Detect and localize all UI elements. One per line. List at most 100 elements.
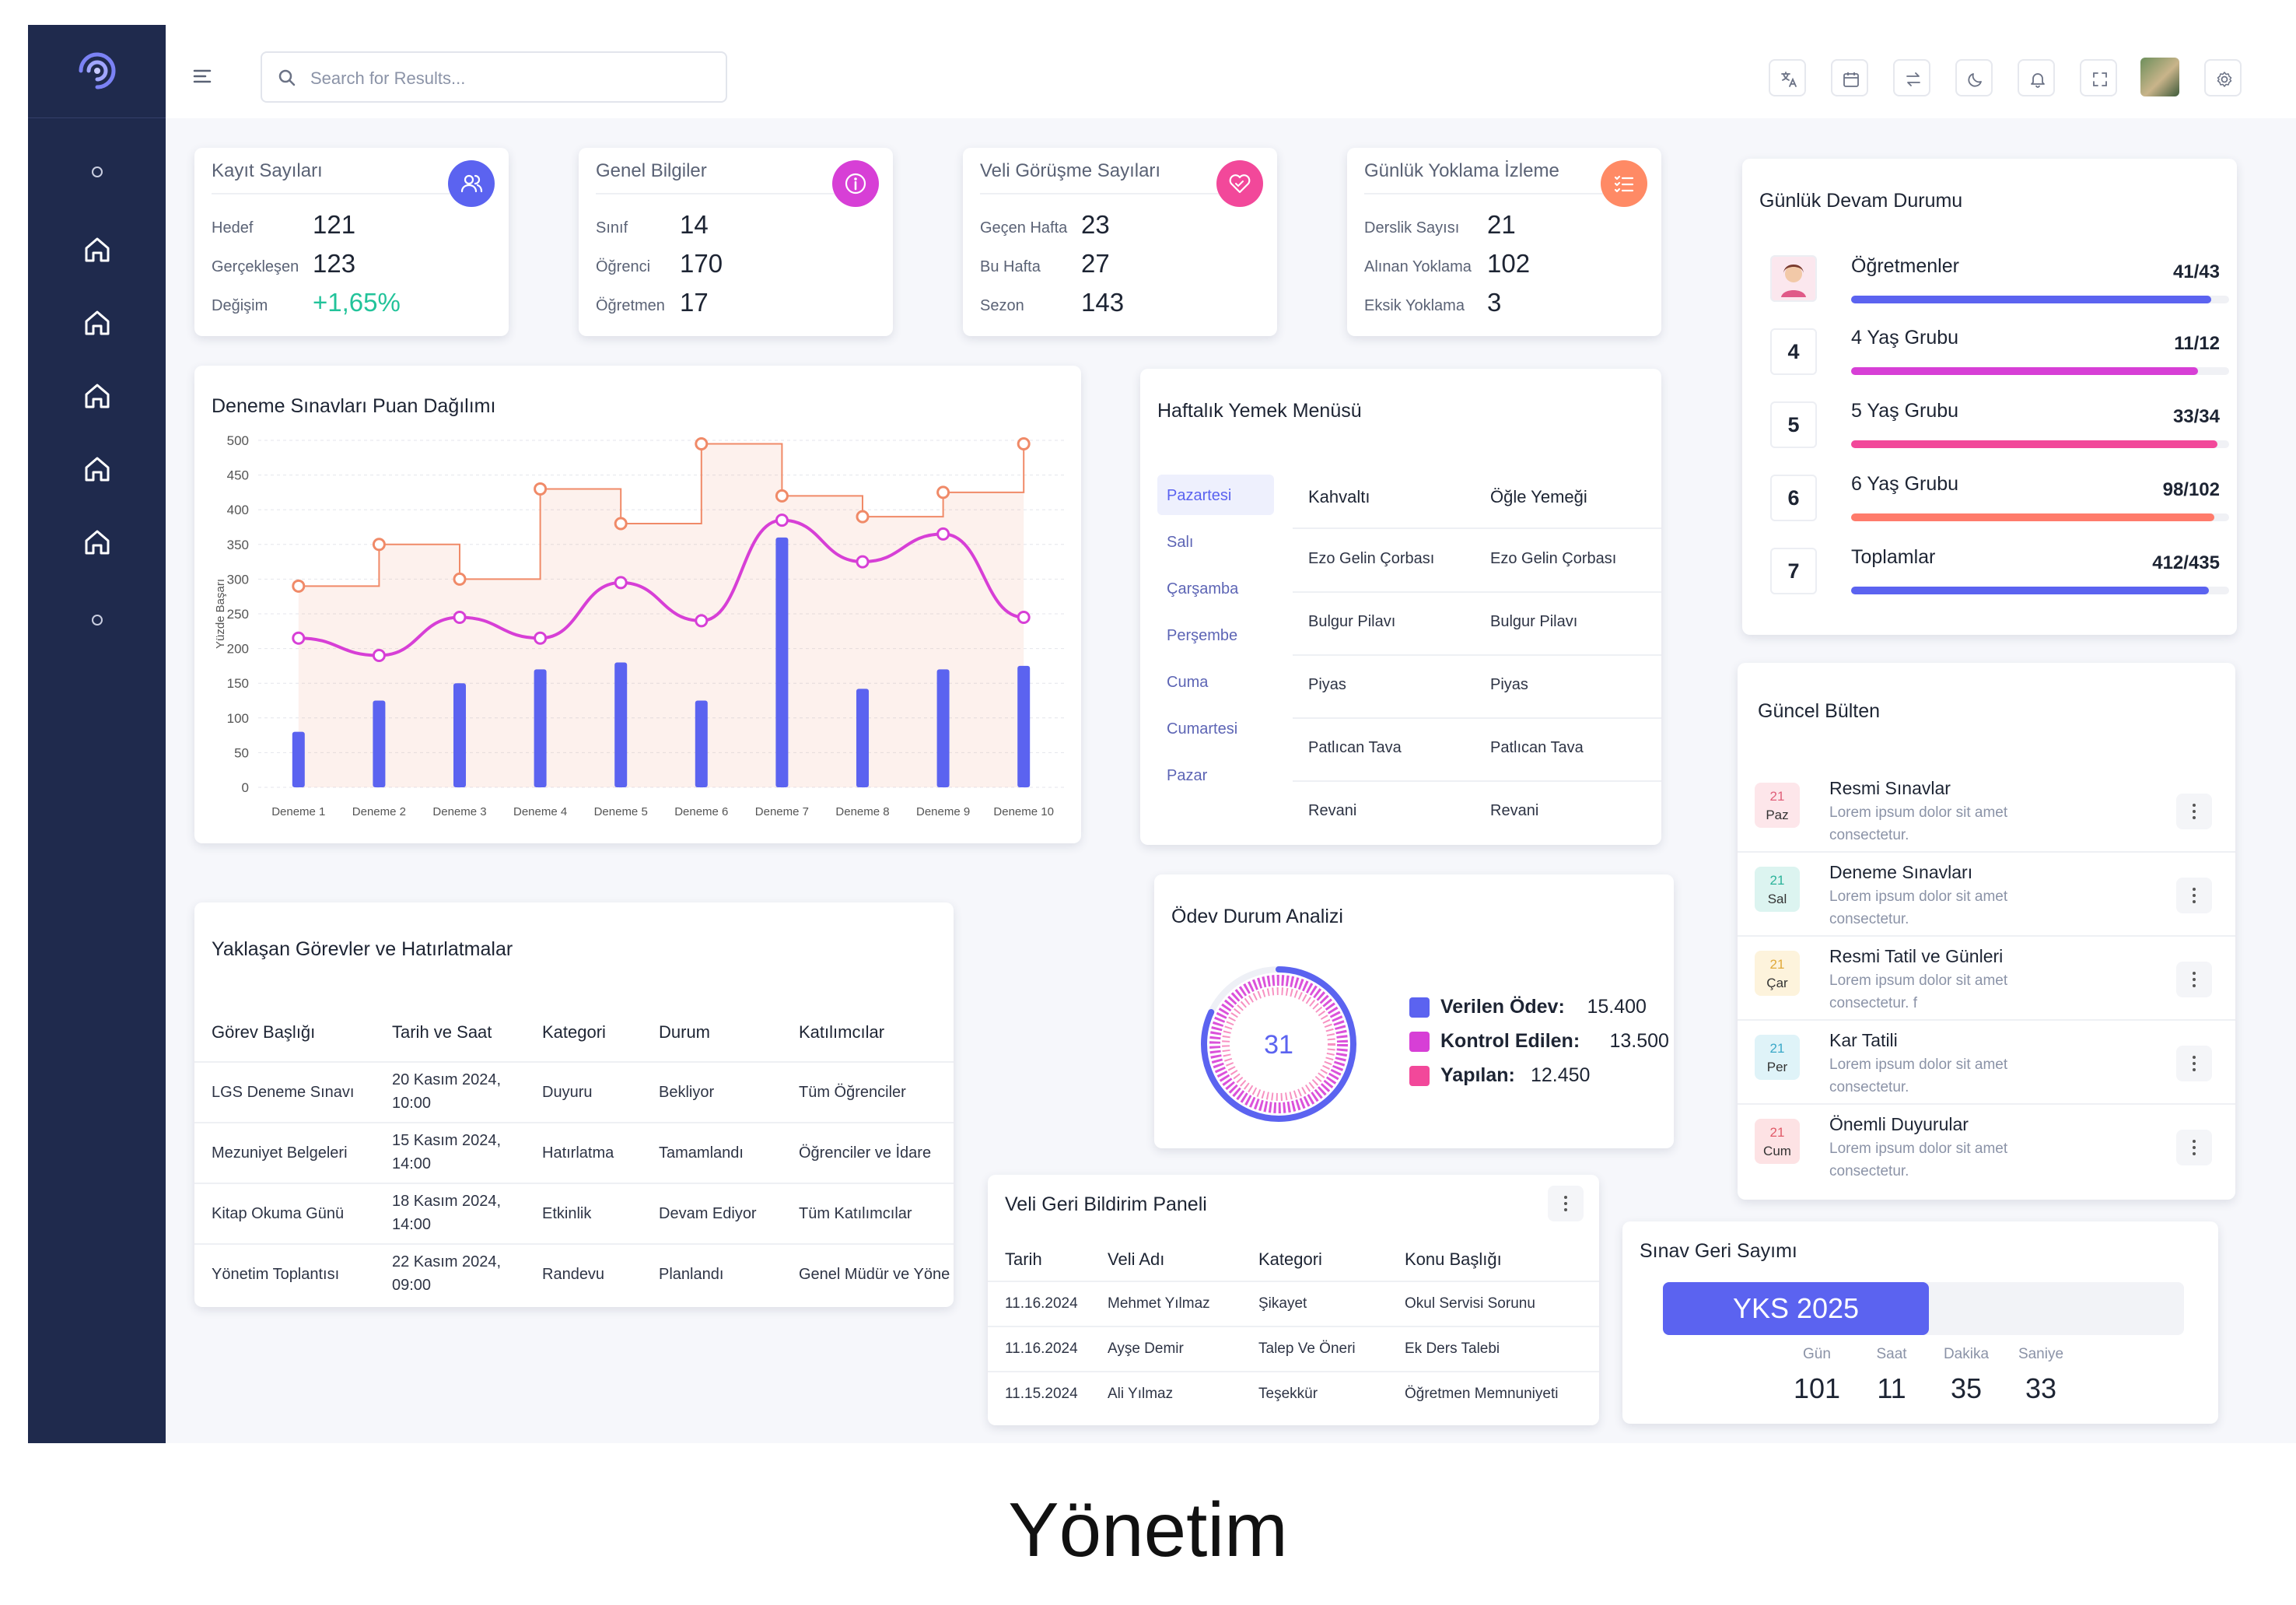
- attendance-group-name: 6 Yaş Grubu: [1851, 473, 1959, 495]
- stat-value: 102: [1487, 249, 1531, 278]
- day-tab-saturday[interactable]: Cumartesi: [1167, 720, 1238, 738]
- countdown-unit-value: 35: [1950, 1372, 1983, 1404]
- stat-value: 170: [680, 249, 723, 278]
- search-box[interactable]: Search for Results...: [261, 51, 727, 103]
- parent-feedback-card: Veli Geri Bildirim Paneli Tarih Veli Adı…: [988, 1175, 1599, 1425]
- bulletin-more-button[interactable]: [2176, 794, 2212, 829]
- attendance-bar: [1851, 513, 2229, 521]
- task-title: Mezuniyet Belgeleri: [212, 1144, 348, 1162]
- bulletin-item[interactable]: 21 Sal Deneme Sınavları Lorem ipsum dolor s…: [1738, 854, 2235, 937]
- bulletin-item-title: Önemli Duyurular: [1829, 1114, 1969, 1134]
- countdown-unit-label: Dakika: [1943, 1346, 1990, 1362]
- table-row[interactable]: Kitap Okuma Günü 18 Kasım 2024, 14:00 Etkin…: [194, 1184, 954, 1245]
- divider: [1293, 527, 1661, 529]
- fullscreen-button[interactable]: [2080, 59, 2117, 96]
- bulletin-item[interactable]: 21 Cum Önemli Duyurular Lorem ipsum dolor s…: [1738, 1106, 2235, 1189]
- table-row[interactable]: LGS Deneme Sınavı 20 Kasım 2024, 10:00 Duyu…: [194, 1063, 954, 1123]
- more-dot: [2193, 1068, 2196, 1071]
- legend-label: Yapılan:: [1440, 1064, 1515, 1086]
- stat-value-change: +1,65%: [313, 288, 401, 317]
- translate-button[interactable]: [1769, 59, 1806, 96]
- bar: [936, 669, 950, 787]
- day-tab-tuesday[interactable]: Salı: [1167, 534, 1194, 551]
- stat-card-title: Kayıt Sayıları: [212, 160, 323, 181]
- bulletin-more-button[interactable]: [2176, 878, 2212, 913]
- table-row[interactable]: Yönetim Toplantısı 22 Kasım 2024, 09:00 Ran…: [194, 1245, 954, 1305]
- table-row[interactable]: 11.16.2024 Ayşe Demir Talep Ve Öneri Ek Der…: [988, 1327, 1599, 1372]
- notifications-button[interactable]: [2018, 59, 2055, 96]
- legend-value: 12.450: [1531, 1064, 1591, 1086]
- home-icon[interactable]: [82, 527, 112, 557]
- task-participants: Genel Müdür ve Yöne: [799, 1266, 950, 1283]
- day-tab-wednesday[interactable]: Çarşamba: [1167, 580, 1239, 597]
- stat-icon-badge: [1601, 160, 1647, 207]
- table-row[interactable]: Mezuniyet Belgeleri 15 Kasım 2024, 14:00 Ha…: [194, 1123, 954, 1184]
- tasks-title: Yaklaşan Görevler ve Hatırlatmalar: [212, 938, 513, 960]
- bulletin-more-button[interactable]: [2176, 962, 2212, 997]
- day-tab-monday[interactable]: Pazartesi: [1167, 487, 1232, 504]
- bulletin-item-title: Resmi Sınavlar: [1829, 778, 1951, 798]
- line-point: [614, 576, 628, 590]
- home-icon[interactable]: [82, 235, 112, 265]
- switch-button[interactable]: [1893, 59, 1930, 96]
- legend-value: 13.500: [1609, 1030, 1669, 1052]
- sidebar-logo[interactable]: [28, 25, 166, 118]
- stat-card-parent-meetings: Veli Görüşme Sayıları Geçen Hafta 23 Bu …: [963, 148, 1277, 336]
- series-line: [298, 518, 1024, 657]
- user-avatar[interactable]: [2140, 58, 2179, 96]
- stat-label: Sınıf: [596, 219, 628, 237]
- y-tick-label: 50: [234, 745, 249, 760]
- homework-donut-chart: [1201, 966, 1356, 1122]
- settings-button[interactable]: [2204, 59, 2242, 96]
- stat-label: Öğretmen: [596, 297, 665, 314]
- menu-header-breakfast: Kahvaltı: [1308, 487, 1370, 506]
- dark-mode-button[interactable]: [1955, 59, 1993, 96]
- step-point: [1017, 436, 1031, 450]
- x-tick-label: Deneme 9: [916, 805, 970, 818]
- donut-arc-given: [1201, 966, 1356, 1122]
- attendance-title: Günlük Devam Durumu: [1759, 190, 1963, 212]
- x-tick-label: Deneme 2: [352, 805, 406, 818]
- day-name: Cum: [1763, 1144, 1791, 1158]
- bulletin-more-button[interactable]: [2176, 1046, 2212, 1081]
- day-tab-friday[interactable]: Cuma: [1167, 674, 1209, 691]
- sidebar-dot-bottom[interactable]: [92, 615, 103, 626]
- homework-analysis-card: Ödev Durum Analizi 31 Verilen Ödev: 15.40…: [1154, 874, 1674, 1148]
- day-tab-thursday[interactable]: Perşembe: [1167, 627, 1238, 644]
- calendar-button[interactable]: [1831, 59, 1868, 96]
- sidebar-dot-top[interactable]: [92, 166, 103, 177]
- feedback-more-button[interactable]: [1548, 1186, 1584, 1221]
- bulletin-item-title: Kar Tatili: [1829, 1030, 1898, 1050]
- y-tick-label: 400: [227, 503, 249, 517]
- divider: [194, 1061, 954, 1063]
- task-status: Tamamlandı: [659, 1144, 744, 1162]
- home-icon[interactable]: [82, 381, 112, 411]
- table-row[interactable]: 11.15.2024 Ali Yılmaz Teşekkür Öğretmen Mem…: [988, 1372, 1599, 1418]
- feedback-header-date: Tarih: [1005, 1249, 1042, 1269]
- bulletin-item[interactable]: 21 Paz Resmi Sınavlar Lorem ipsum dolor sit…: [1738, 770, 2235, 853]
- menu-toggle-icon[interactable]: [193, 68, 212, 84]
- bulletin-item[interactable]: 21 Çar Resmi Tatil ve Günleri Lorem ipsum d…: [1738, 938, 2235, 1021]
- search-input[interactable]: Search for Results...: [310, 68, 466, 88]
- divider: [212, 193, 462, 194]
- homework-center-value: 31: [1264, 1030, 1293, 1060]
- stat-label: Eksik Yoklama: [1364, 297, 1465, 314]
- menu-cell: Ezo Gelin Çorbası: [1308, 550, 1435, 567]
- divider: [194, 1122, 954, 1123]
- day-tab-sunday[interactable]: Pazar: [1167, 767, 1208, 784]
- bulletin-item[interactable]: 21 Per Kar Tatili Lorem ipsum dolor sit ame…: [1738, 1022, 2235, 1105]
- stat-value: 3: [1487, 288, 1502, 317]
- table-row[interactable]: 11.16.2024 Mehmet Yılmaz Şikayet Okul Servi…: [988, 1282, 1599, 1327]
- feedback-title: Veli Geri Bildirim Paneli: [1005, 1193, 1207, 1215]
- more-dot: [2193, 888, 2196, 891]
- home-icon[interactable]: [82, 308, 112, 338]
- home-icon[interactable]: [82, 454, 112, 484]
- donut-ring-checked: [1209, 975, 1348, 1113]
- more-dot: [2193, 978, 2196, 981]
- tasks-header-title: Görev Başlığı: [212, 1022, 316, 1042]
- bulletin-more-button[interactable]: [2176, 1130, 2212, 1165]
- divider: [194, 1243, 954, 1245]
- users-icon: [460, 174, 483, 193]
- day-number: 21: [1769, 1125, 1785, 1140]
- line-point: [775, 513, 789, 527]
